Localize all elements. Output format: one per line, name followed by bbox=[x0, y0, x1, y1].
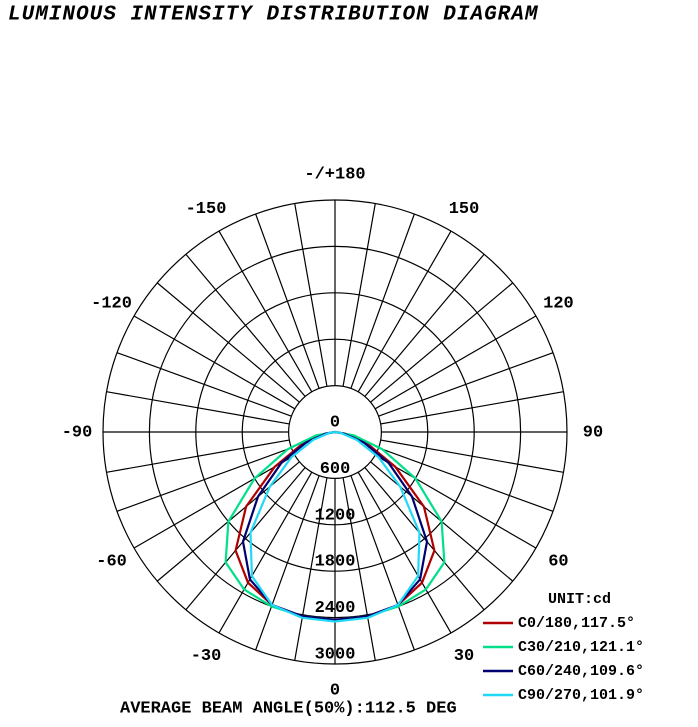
angle-tick-label: -90 bbox=[62, 423, 93, 442]
spoke bbox=[294, 477, 328, 661]
angle-tick-label: 0 bbox=[330, 681, 340, 700]
legend-label: C90/270,101.9° bbox=[518, 687, 644, 704]
spoke bbox=[374, 454, 537, 549]
spoke bbox=[364, 467, 485, 611]
angle-tick-label: 60 bbox=[548, 552, 568, 571]
intensity-curve bbox=[241, 430, 429, 622]
spoke bbox=[218, 471, 313, 634]
spoke bbox=[185, 467, 306, 611]
spoke bbox=[255, 213, 320, 389]
spoke bbox=[350, 475, 415, 651]
angle-tick-label: -60 bbox=[96, 552, 127, 571]
spoke bbox=[370, 282, 514, 403]
legend-label: C0/180,117.5° bbox=[518, 615, 635, 632]
chart-title: LUMINOUS INTENSITY DISTRIBUTION DIAGRAM bbox=[8, 4, 539, 27]
spoke bbox=[106, 391, 290, 425]
spoke bbox=[116, 447, 292, 512]
spoke bbox=[357, 471, 452, 634]
spoke bbox=[294, 203, 328, 387]
angle-tick-label: -30 bbox=[191, 647, 222, 666]
angle-tick-label: 90 bbox=[583, 423, 603, 442]
spoke bbox=[350, 213, 415, 389]
spoke bbox=[374, 315, 537, 410]
spoke bbox=[185, 253, 306, 397]
angle-tick-label: -150 bbox=[186, 200, 227, 219]
spoke bbox=[378, 447, 554, 512]
spoke bbox=[380, 391, 564, 425]
r-tick-label: 600 bbox=[320, 460, 351, 479]
spoke bbox=[116, 352, 292, 417]
angle-tick-label: -/+180 bbox=[304, 165, 365, 184]
spoke bbox=[364, 253, 485, 397]
unit-label: UNIT:cd bbox=[548, 591, 611, 608]
spoke bbox=[218, 230, 313, 393]
spoke bbox=[357, 230, 452, 393]
angle-tick-label: 150 bbox=[449, 200, 480, 219]
angle-tick-label: 120 bbox=[543, 294, 574, 313]
angle-tick-label: 30 bbox=[454, 647, 474, 666]
spoke bbox=[342, 477, 376, 661]
legend-label: C30/210,121.1° bbox=[518, 639, 644, 656]
intensity-curve bbox=[249, 430, 421, 623]
spoke bbox=[133, 454, 296, 549]
r-tick-label: 0 bbox=[330, 413, 340, 432]
spoke bbox=[380, 439, 564, 473]
spoke bbox=[106, 439, 290, 473]
spoke bbox=[378, 352, 554, 417]
footer: AVERAGE BEAM ANGLE(50%):112.5 DEG bbox=[120, 699, 457, 718]
spoke bbox=[342, 203, 376, 387]
spoke bbox=[255, 475, 320, 651]
spoke bbox=[133, 315, 296, 410]
spoke bbox=[156, 282, 300, 403]
angle-tick-label: -120 bbox=[91, 294, 132, 313]
legend-label: C60/240,109.6° bbox=[518, 663, 644, 680]
